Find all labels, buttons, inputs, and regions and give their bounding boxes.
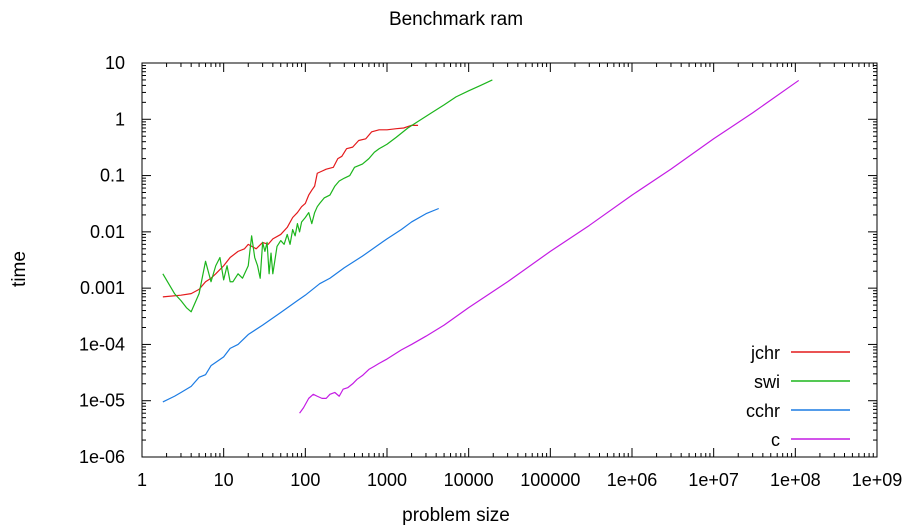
x-tick-label: 1e+09 xyxy=(852,470,903,490)
x-tick-label: 1 xyxy=(137,470,147,490)
x-tick-label: 1e+06 xyxy=(607,470,658,490)
y-axis-label: time xyxy=(9,251,30,287)
axes: 1 10 100 1000 10000 100000 1e+06 1e+07 1e+08 1e+0… xyxy=(79,53,902,490)
x-tick-label: 10 xyxy=(214,470,234,490)
series-line-c xyxy=(299,79,800,414)
series-line-jchr xyxy=(162,124,419,298)
x-axis-label: problem size xyxy=(402,505,510,526)
legend-label-cchr: cchr xyxy=(746,401,780,421)
y-tick-label: 1e-04 xyxy=(79,334,125,354)
y-tick-label: 1e-06 xyxy=(79,447,125,467)
x-tick-label: 100 xyxy=(290,470,320,490)
legend-label-jchr: jchr xyxy=(750,343,780,363)
legend-label-swi: swi xyxy=(754,372,780,392)
plot-border xyxy=(141,62,878,458)
series-line-swi xyxy=(162,79,493,313)
legend-label-c: c xyxy=(771,430,780,450)
series-line-cchr xyxy=(162,207,439,403)
legend: jchr swi cchr c xyxy=(746,343,850,450)
series-group xyxy=(162,79,800,414)
y-tick-label: 10 xyxy=(105,53,125,73)
y-tick-label: 1 xyxy=(115,109,125,129)
x-tick-label: 1e+07 xyxy=(688,470,739,490)
x-tick-label: 1000 xyxy=(367,470,407,490)
x-tick-label: 10000 xyxy=(444,470,494,490)
x-tick-label: 1e+08 xyxy=(770,470,821,490)
y-tick-label: 1e-05 xyxy=(79,391,125,411)
y-tick-label: 0.1 xyxy=(100,166,125,186)
y-tick-label: 0.01 xyxy=(90,222,125,242)
chart-title: Benchmark ram xyxy=(388,9,524,30)
x-tick-label: 100000 xyxy=(520,470,580,490)
y-tick-label: 0.001 xyxy=(80,278,125,298)
